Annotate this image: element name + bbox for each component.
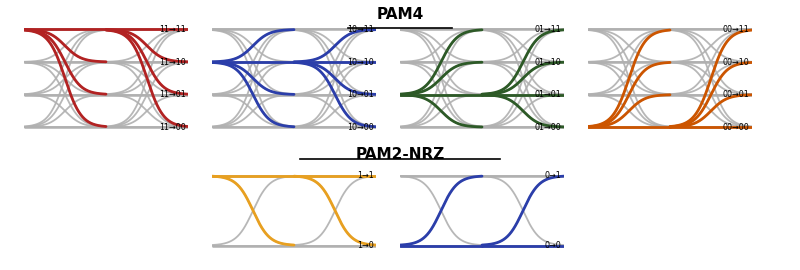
- Text: PAM2-NRZ: PAM2-NRZ: [355, 147, 445, 162]
- Text: 1→1: 1→1: [357, 171, 374, 180]
- Text: PAM4: PAM4: [376, 7, 424, 22]
- Text: 11→11: 11→11: [158, 25, 186, 34]
- Text: 00→00: 00→00: [722, 123, 750, 132]
- Text: 01→00: 01→00: [534, 123, 562, 132]
- Text: 11→10: 11→10: [158, 58, 186, 66]
- Text: 01→11: 01→11: [534, 25, 562, 34]
- Text: 00→01: 00→01: [722, 90, 750, 99]
- Text: 00→10: 00→10: [722, 58, 750, 66]
- Text: 00→11: 00→11: [722, 25, 750, 34]
- Text: 01→10: 01→10: [534, 58, 562, 66]
- Text: 10→01: 10→01: [346, 90, 374, 99]
- Text: 10→10: 10→10: [346, 58, 374, 66]
- Text: 10→00: 10→00: [346, 123, 374, 132]
- Text: 11→00: 11→00: [158, 123, 186, 132]
- Text: 01→01: 01→01: [534, 90, 562, 99]
- Text: 11→01: 11→01: [158, 90, 186, 99]
- Text: 0→0: 0→0: [545, 241, 562, 250]
- Text: 10→11: 10→11: [346, 25, 374, 34]
- Text: 0→1: 0→1: [545, 171, 562, 180]
- Text: 1→0: 1→0: [357, 241, 374, 250]
